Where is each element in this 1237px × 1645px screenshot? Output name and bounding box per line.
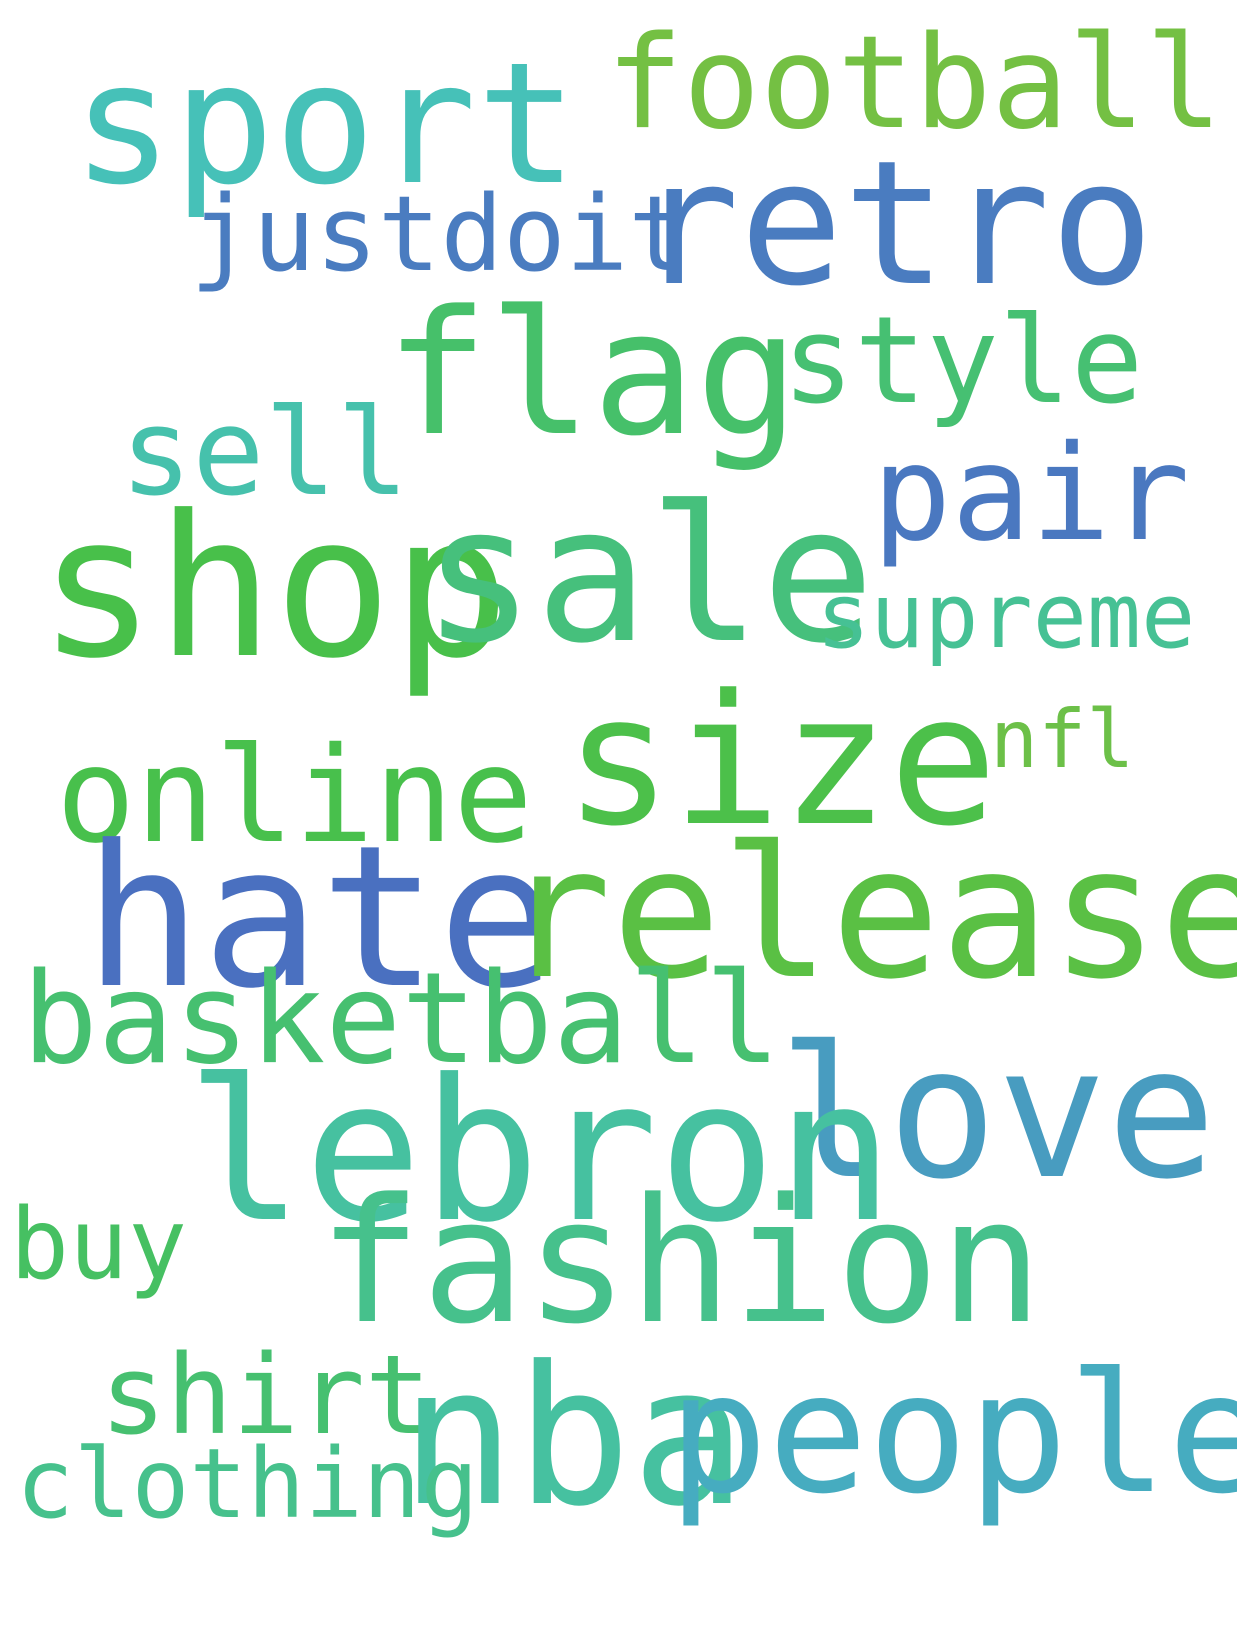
word-clothing: clothing — [16, 1428, 479, 1540]
word-fashion: fashion — [318, 1161, 1043, 1362]
word-lebron: lebron — [186, 1038, 895, 1266]
word-people: people — [668, 1338, 1237, 1531]
word-release: release — [502, 807, 1237, 1019]
word-sport: sport — [72, 26, 578, 222]
word-style: style — [782, 292, 1144, 431]
word-nfl: nfl — [990, 693, 1135, 786]
word-online: online — [56, 719, 533, 873]
word-supreme: supreme — [816, 564, 1196, 669]
word-football: football — [606, 9, 1223, 158]
word-nba: nba — [400, 1326, 747, 1549]
word-hate: hate — [84, 804, 557, 1032]
word-sale: sale — [422, 466, 875, 685]
word-sell: sell — [120, 384, 409, 523]
word-shop: shop — [38, 474, 511, 702]
word-size: size — [564, 657, 998, 866]
word-love: love — [778, 1007, 1217, 1219]
word-basketball: basketball — [22, 945, 781, 1092]
word-shirt: shirt — [100, 1331, 432, 1459]
word-pair: pair — [872, 417, 1190, 571]
word-buy: buy — [10, 1188, 188, 1302]
word-justdoit: justdoit — [190, 173, 691, 295]
word-retro: retro — [636, 123, 1154, 324]
word-flag: flag — [385, 273, 800, 474]
